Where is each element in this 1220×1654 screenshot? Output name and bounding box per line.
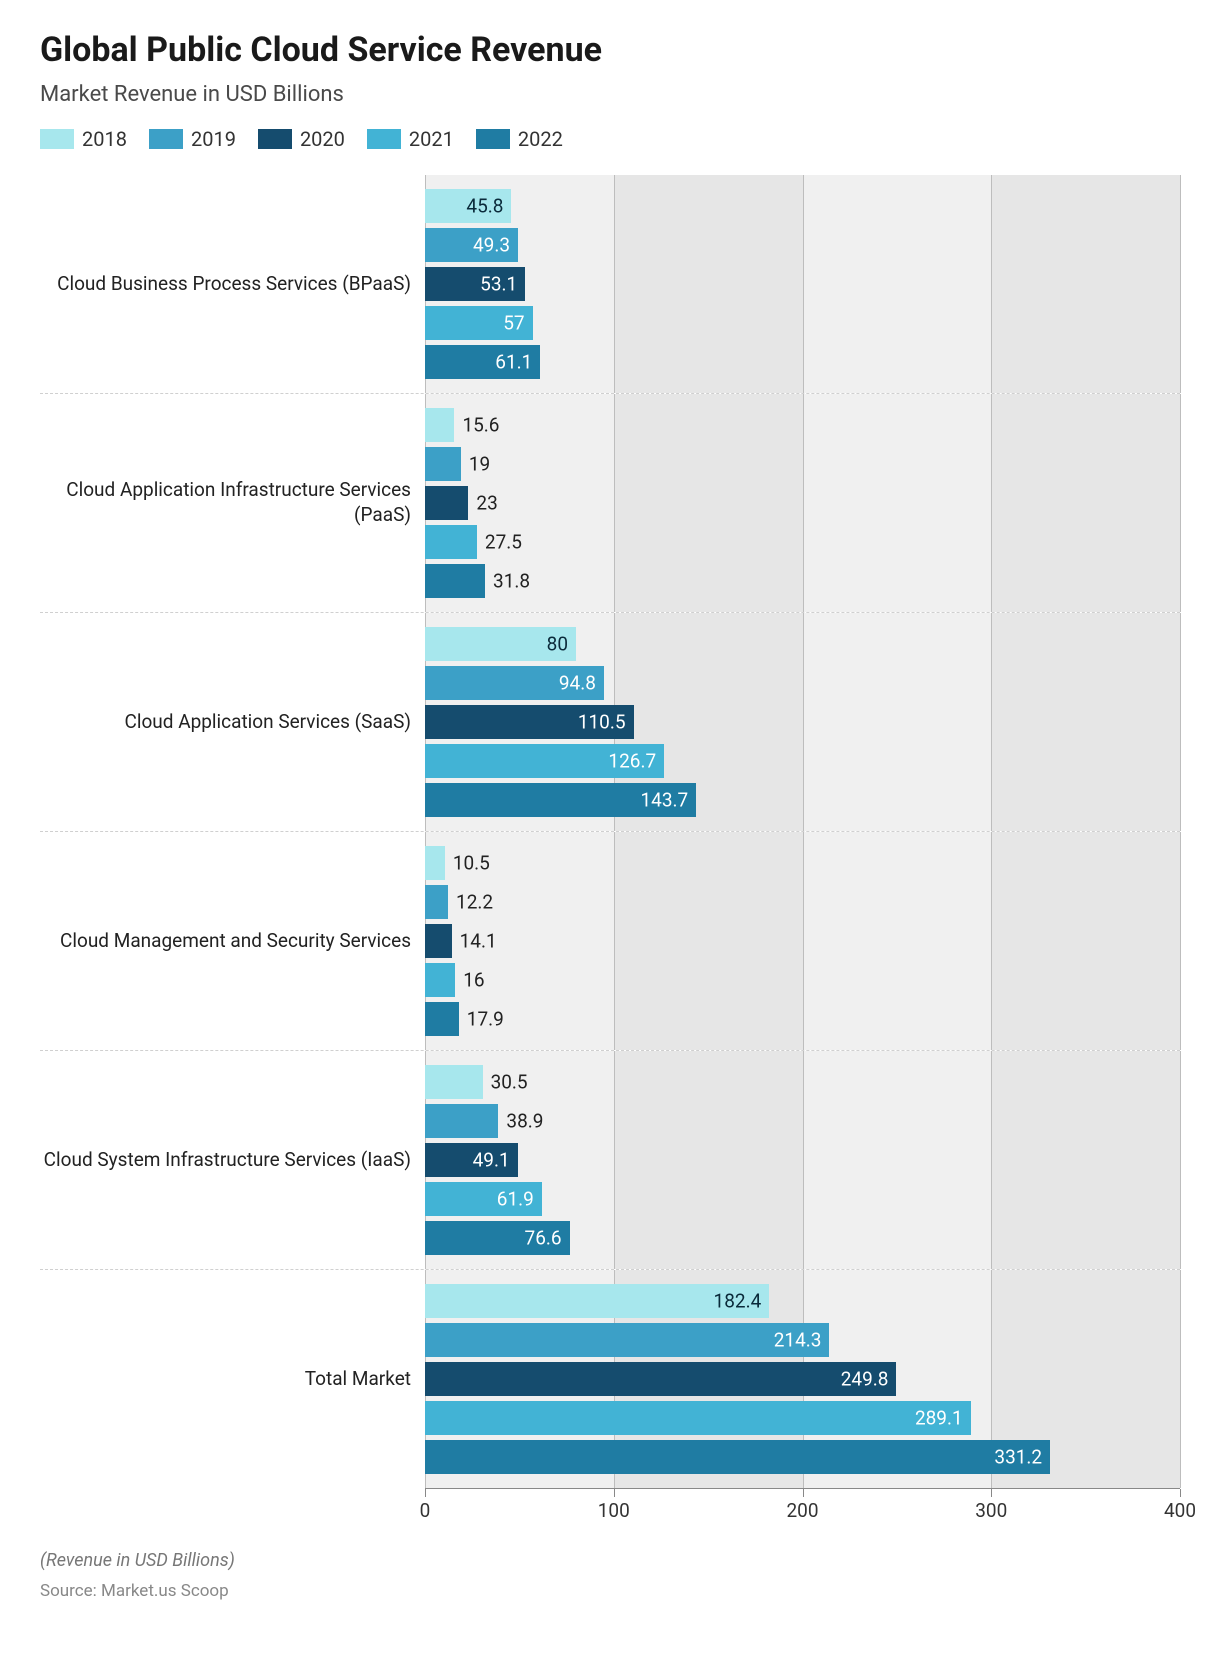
legend-item-2018: 2018: [40, 127, 127, 151]
chart: Cloud Business Process Services (BPaaS) 4…: [40, 175, 1180, 1528]
bar: 27.5: [425, 525, 477, 559]
category-label: Cloud Application Infrastructure Service…: [40, 478, 411, 527]
bar-value-label: 182.4: [714, 1290, 762, 1313]
bar-value-label: 16: [463, 969, 484, 992]
legend-label: 2020: [300, 127, 345, 151]
category-group: Cloud Application Services (SaaS) 80 94.8 1…: [40, 612, 1180, 831]
bar-value-label: 110.5: [578, 711, 626, 734]
bar: 57: [425, 306, 533, 340]
bar-value-label: 61.1: [495, 351, 532, 374]
bar: 126.7: [425, 744, 664, 778]
bar: 214.3: [425, 1323, 829, 1357]
bar: 16: [425, 963, 455, 997]
legend-label: 2021: [409, 127, 454, 151]
x-tick-label: 100: [598, 1499, 630, 1522]
x-tick-label: 200: [786, 1499, 818, 1522]
legend-swatch: [476, 129, 510, 149]
legend: 2018 2019 2020 2021 2022: [40, 127, 1180, 151]
bar-value-label: 61.9: [497, 1188, 534, 1211]
category-label: Cloud Business Process Services (BPaaS): [57, 272, 411, 297]
bar: 53.1: [425, 267, 525, 301]
bar: 110.5: [425, 705, 634, 739]
legend-item-2022: 2022: [476, 127, 563, 151]
category-label: Cloud Management and Security Services: [60, 929, 411, 954]
legend-swatch: [258, 129, 292, 149]
legend-label: 2022: [518, 127, 563, 151]
bar-value-label: 80: [547, 633, 568, 656]
bar: 80: [425, 627, 576, 661]
x-tick-label: 300: [975, 1499, 1007, 1522]
category-label: Cloud System Infrastructure Services (Ia…: [44, 1148, 411, 1173]
bar: 12.2: [425, 885, 448, 919]
chart-footnote: (Revenue in USD Billions): [40, 1550, 1180, 1571]
bar-value-label: 10.5: [453, 852, 490, 875]
bar: 10.5: [425, 846, 445, 880]
bar: 76.6: [425, 1221, 570, 1255]
legend-label: 2019: [191, 127, 236, 151]
bar-value-label: 214.3: [774, 1329, 822, 1352]
bar-value-label: 331.2: [994, 1446, 1042, 1469]
bar: 61.1: [425, 345, 540, 379]
bar-value-label: 31.8: [493, 570, 530, 593]
bar-value-label: 27.5: [485, 531, 522, 554]
bar-value-label: 17.9: [467, 1008, 504, 1031]
bar: 61.9: [425, 1182, 542, 1216]
legend-swatch: [149, 129, 183, 149]
bar-value-label: 23: [476, 492, 497, 515]
legend-swatch: [367, 129, 401, 149]
legend-item-2019: 2019: [149, 127, 236, 151]
bar-value-label: 14.1: [460, 930, 497, 953]
bar-value-label: 45.8: [466, 195, 503, 218]
bar-value-label: 30.5: [491, 1071, 528, 1094]
bar: 49.1: [425, 1143, 518, 1177]
legend-swatch: [40, 129, 74, 149]
bar: 38.9: [425, 1104, 498, 1138]
category-group: Cloud Management and Security Services 10…: [40, 831, 1180, 1050]
bar: 23: [425, 486, 468, 520]
bar: 30.5: [425, 1065, 483, 1099]
legend-item-2020: 2020: [258, 127, 345, 151]
bar-value-label: 126.7: [608, 750, 656, 773]
bar-value-label: 143.7: [640, 789, 688, 812]
bar-value-label: 15.6: [462, 414, 499, 437]
bar-value-label: 94.8: [559, 672, 596, 695]
bar-value-label: 49.1: [473, 1149, 510, 1172]
bar: 182.4: [425, 1284, 769, 1318]
bar: 249.8: [425, 1362, 896, 1396]
bar-value-label: 49.3: [473, 234, 510, 257]
bar-value-label: 57: [503, 312, 524, 335]
chart-source: Source: Market.us Scoop: [40, 1581, 1180, 1601]
category-group: Cloud Business Process Services (BPaaS) 4…: [40, 175, 1180, 393]
bar: 49.3: [425, 228, 518, 262]
legend-label: 2018: [82, 127, 127, 151]
x-tick-label: 0: [420, 1499, 431, 1522]
bar-value-label: 249.8: [841, 1368, 889, 1391]
category-group: Cloud Application Infrastructure Service…: [40, 393, 1180, 612]
bar-value-label: 76.6: [525, 1227, 562, 1250]
bar: 143.7: [425, 783, 696, 817]
bar: 289.1: [425, 1401, 971, 1435]
bar: 17.9: [425, 1002, 459, 1036]
x-tick-label: 400: [1164, 1499, 1196, 1522]
x-axis: 0100200300400: [425, 1488, 1180, 1528]
category-group: Total Market 182.4 214.3 249.8 289.1 331.2: [40, 1269, 1180, 1488]
category-label: Total Market: [305, 1367, 411, 1392]
bar-value-label: 53.1: [480, 273, 517, 296]
bar-value-label: 289.1: [915, 1407, 963, 1430]
chart-title: Global Public Cloud Service Revenue: [40, 30, 1180, 70]
legend-item-2021: 2021: [367, 127, 454, 151]
bar: 45.8: [425, 189, 511, 223]
bar: 14.1: [425, 924, 452, 958]
bar: 31.8: [425, 564, 485, 598]
bar-value-label: 38.9: [506, 1110, 543, 1133]
chart-subtitle: Market Revenue in USD Billions: [40, 82, 1180, 107]
bar: 15.6: [425, 408, 454, 442]
category-label: Cloud Application Services (SaaS): [124, 710, 411, 735]
category-group: Cloud System Infrastructure Services (Ia…: [40, 1050, 1180, 1269]
bar: 19: [425, 447, 461, 481]
bar-value-label: 19: [469, 453, 490, 476]
bar-value-label: 12.2: [456, 891, 493, 914]
bar: 331.2: [425, 1440, 1050, 1474]
bar: 94.8: [425, 666, 604, 700]
